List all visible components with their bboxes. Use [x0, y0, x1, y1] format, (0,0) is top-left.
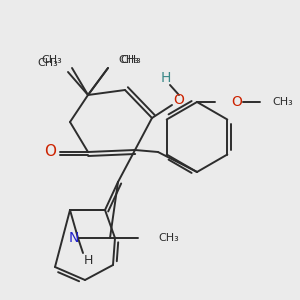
Text: CH₃: CH₃ — [118, 55, 139, 65]
Text: CH₃: CH₃ — [158, 233, 179, 243]
Text: CH₃: CH₃ — [37, 58, 58, 68]
Text: O: O — [174, 93, 184, 107]
Text: CH₃: CH₃ — [41, 55, 62, 65]
Text: H: H — [161, 71, 171, 85]
Text: CH₃: CH₃ — [272, 97, 293, 107]
Text: H: H — [83, 254, 93, 266]
Text: O: O — [232, 95, 242, 109]
Text: O: O — [44, 145, 56, 160]
Text: N: N — [69, 231, 79, 245]
Text: CH₃: CH₃ — [120, 55, 141, 65]
